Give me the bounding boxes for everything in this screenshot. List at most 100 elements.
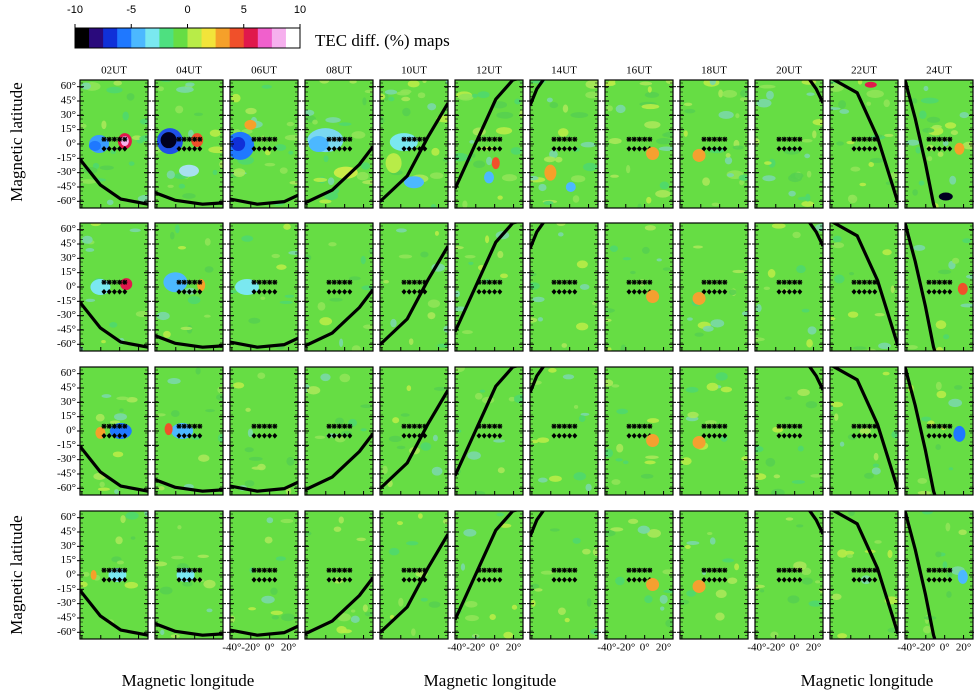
station-star (272, 136, 278, 142)
tec-patch (938, 269, 952, 275)
tec-patch (866, 101, 872, 106)
station-star (106, 136, 112, 142)
tec-patch (248, 607, 257, 611)
station-diamond (176, 145, 182, 152)
tec-patch (578, 415, 586, 423)
tec-patch (554, 156, 563, 163)
tec-patch (585, 483, 592, 492)
tec-patch (350, 609, 356, 613)
tec-patch (368, 248, 373, 254)
station-star (926, 423, 932, 429)
tec-patch (280, 518, 294, 524)
terminator-line (305, 145, 373, 205)
station-diamond (572, 432, 578, 439)
station-diamond (101, 576, 107, 583)
tec-patch (622, 257, 631, 261)
station-star (256, 136, 262, 142)
station-diamond (486, 288, 492, 295)
tec-patch (496, 512, 505, 517)
station-diamond (111, 145, 117, 152)
tec-patch (398, 597, 404, 607)
station-diamond (861, 432, 867, 439)
x-tick-label: -20° (241, 642, 260, 654)
tec-patch (839, 109, 850, 114)
tec-patch (788, 190, 796, 197)
station-star (642, 136, 648, 142)
station-diamond (792, 288, 798, 295)
y-tick-label: -60° (57, 195, 76, 207)
y-tick-label: 45° (61, 526, 76, 538)
map-panel (680, 367, 748, 495)
station-star (556, 136, 562, 142)
tec-patch (508, 396, 516, 402)
panel-background (455, 367, 523, 495)
station-star (111, 136, 117, 142)
tec-patch (177, 246, 187, 250)
station-star (401, 136, 407, 142)
station-star (106, 423, 112, 429)
tec-patch (126, 396, 138, 403)
tec-patch (796, 265, 806, 274)
station-star (342, 136, 348, 142)
colorbar-swatch (173, 28, 188, 48)
tec-anomaly (231, 137, 246, 151)
station-diamond (711, 145, 717, 152)
station-diamond (572, 288, 578, 295)
station-diamond (186, 576, 192, 583)
station-diamond (111, 576, 117, 583)
station-star (642, 423, 648, 429)
station-star (117, 567, 123, 573)
column-label: 18UT (701, 65, 727, 77)
terminator-line (807, 511, 823, 535)
station-diamond (101, 432, 107, 439)
tec-patch (962, 238, 972, 244)
tec-patch (80, 123, 87, 129)
panel-background (305, 223, 373, 351)
station-diamond (117, 145, 123, 152)
station-star (411, 136, 417, 142)
station-diamond (567, 145, 573, 152)
station-star (786, 567, 792, 573)
y-tick-label: 30° (61, 252, 76, 264)
station-diamond (781, 576, 787, 583)
station-diamond (711, 288, 717, 295)
tec-patch (610, 527, 624, 532)
station-diamond (926, 432, 932, 439)
tec-patch (935, 444, 942, 451)
station-diamond (406, 432, 412, 439)
station-diamond (481, 288, 487, 295)
tec-patch (474, 392, 483, 400)
station-diamond (476, 288, 482, 295)
tec-anomaly (163, 272, 188, 293)
terminator-line (380, 245, 448, 346)
tec-patch (580, 141, 596, 148)
tec-patch (469, 139, 475, 144)
colorbar-swatch (215, 28, 231, 48)
tec-patch (338, 516, 344, 524)
station-star (272, 567, 278, 573)
station-star (347, 279, 353, 285)
station-diamond (561, 288, 567, 295)
terminator-line (380, 389, 448, 490)
terminator-line (530, 511, 546, 538)
tec-patch (247, 428, 253, 438)
station-diamond (642, 145, 648, 152)
colorbar-swatch (285, 28, 301, 48)
station-diamond (106, 288, 112, 295)
map-panel (80, 223, 148, 351)
tec-patch (319, 199, 332, 204)
tec-patch (830, 107, 841, 111)
tec-patch (500, 273, 508, 279)
terminator-line (530, 80, 546, 107)
station-star (556, 279, 562, 285)
map-panel (905, 223, 973, 351)
station-diamond (251, 576, 257, 583)
tec-patch (95, 413, 105, 422)
tec-patch (720, 386, 733, 393)
station-diamond (422, 576, 428, 583)
tec-patch (128, 161, 135, 166)
station-diamond (947, 432, 953, 439)
station-diamond (561, 145, 567, 152)
tec-patch (115, 536, 123, 545)
map-panel (830, 80, 898, 208)
